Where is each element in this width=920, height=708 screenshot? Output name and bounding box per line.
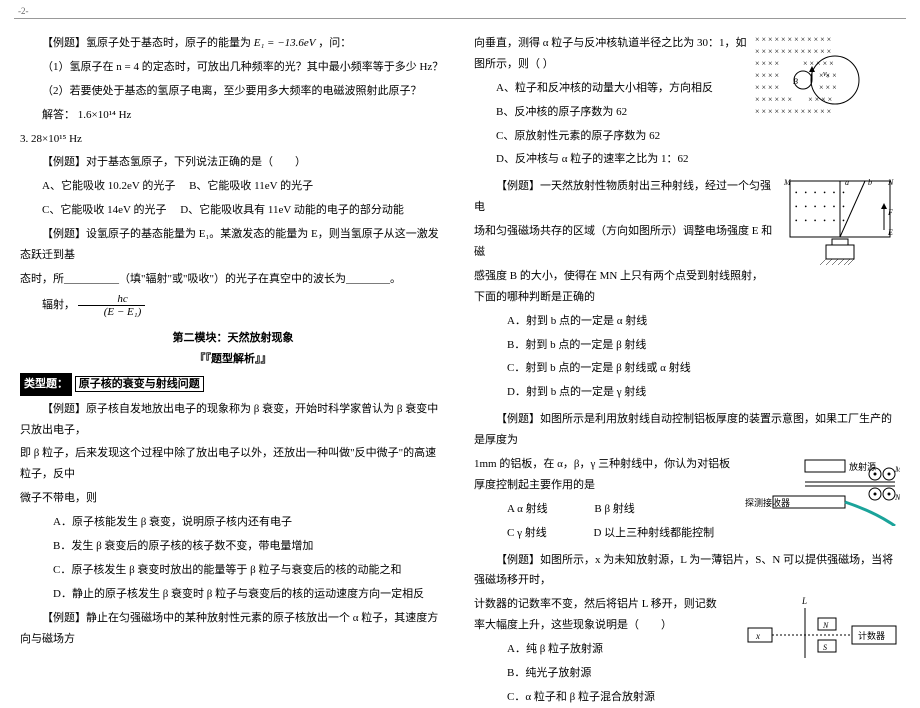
type-label: 类型题： bbox=[20, 373, 72, 396]
v0-label: v₀ bbox=[823, 69, 830, 78]
rayC: C γ 射线 bbox=[507, 527, 547, 539]
svg-text:N: N bbox=[822, 621, 829, 630]
decayA: A．原子核能发生 β 衰变，说明原子核内还有电子 bbox=[20, 512, 446, 533]
ex6a: 【例题】如图所示是利用放射线自动控制铝板厚度的装置示意图，如果工厂生产的是厚度为 bbox=[474, 409, 900, 451]
rayD: D 以上三种射线都能控制 bbox=[593, 527, 714, 539]
field-box-diagram: M N a b • • • • • • • • • • • • • • • • … bbox=[780, 175, 900, 270]
abC: C．射到 b 点的一定是 β 射线或 α 射线 bbox=[474, 358, 900, 379]
decayD: D．静止的原子核发生 β 衰变时 β 粒子与衰变后的核的运动速度方向一定相反 bbox=[20, 584, 446, 605]
ex3-ans-label: 辐射， bbox=[42, 299, 75, 311]
optAB: A、它能吸收 10.2eV 的光子 B、它能吸收 11eV 的光子 bbox=[20, 176, 446, 197]
svg-text:M: M bbox=[894, 465, 900, 474]
optCD: C、它能吸收 14eV 的光子 D、它能吸收具有 11eV 动能的电子的部分动能 bbox=[20, 200, 446, 221]
svg-text:× × × × × × × × × × × ×: × × × × × × × × × × × × bbox=[755, 107, 831, 116]
ex1-intro-text: 【例题】氢原子处于基态时，原子的能量为 bbox=[42, 37, 251, 49]
fraction: hc (E − E₁) bbox=[78, 293, 146, 318]
ans1: 1.6×10¹⁴ Hz bbox=[78, 109, 132, 121]
svg-text:× × × × × × × × × × × ×: × × × × × × × × × × × × bbox=[755, 35, 831, 44]
abD: D．射到 b 点的一定是 γ 射线 bbox=[474, 382, 900, 403]
srcC: C．α 粒子和 β 粒子混合放射源 bbox=[474, 687, 900, 708]
svg-text:x: x bbox=[755, 631, 760, 641]
right-column: × × × × × × × × × × × × × × × × × × × × … bbox=[474, 30, 900, 644]
rC: C、原放射性元素的原子序数为 62 bbox=[474, 126, 900, 147]
ex1-intro: 【例题】氢原子处于基态时，原子的能量为 E₁ = −13.6eV ，问： bbox=[20, 33, 446, 54]
src-label: 放射源 bbox=[849, 461, 876, 472]
ex3-answer: 辐射， hc (E − E₁) bbox=[20, 293, 446, 318]
circles-diagram: × × × × × × × × × × × × × × × × × × × × … bbox=[755, 32, 900, 122]
svg-text:N: N bbox=[887, 178, 894, 187]
svg-text:× × × × × × × × × × × ×: × × × × × × × × × × × × bbox=[755, 47, 831, 56]
type-row: 类型题： 原子核的衰变与射线问题 bbox=[20, 373, 446, 396]
ex7a: 【例题】如图所示，x 为未知放射源，L 为一薄铝片，S、N 可以提供强磁场，当将… bbox=[474, 550, 900, 592]
ex3b: 态时，所__________（填"辐射"或"吸收"）的光子在真空中的波长为___… bbox=[20, 269, 446, 290]
svg-text:• • • • • •: • • • • • • bbox=[795, 217, 845, 225]
svg-text:S: S bbox=[823, 643, 827, 652]
para1b: 即 β 粒子，后来发现这个过程中除了放出电子以外，还放出一种叫做"反中微子"的高… bbox=[20, 443, 446, 485]
svg-text:L: L bbox=[801, 596, 807, 606]
answer-line: 解答： 1.6×10¹⁴ Hz bbox=[20, 105, 446, 126]
big-circle-icon bbox=[811, 56, 859, 104]
frac-num: hc bbox=[78, 293, 146, 306]
decayB: B．发生 β 衰变后的原子核的核子数不变，带电量增加 bbox=[20, 536, 446, 557]
teal-curve-icon bbox=[845, 502, 895, 526]
module2-title: 第二模块：天然放射现象 bbox=[20, 328, 446, 349]
optD: D、它能吸收具有 11eV 动能的电子的部分动能 bbox=[180, 204, 404, 216]
rD: D、反冲核与 α 粒子的速率之比为 1：62 bbox=[474, 149, 900, 170]
svg-text:E: E bbox=[887, 228, 893, 237]
abB: B．射到 b 点的一定是 β 射线 bbox=[474, 335, 900, 356]
ex2: 【例题】对于基态氢原子，下列说法正确的是（ ） bbox=[20, 152, 446, 173]
q1: （1）氢原子在 n = 4 的定态时，可放出几种频率的光？其中最小频率等于多少 … bbox=[20, 57, 446, 78]
svg-text:a: a bbox=[845, 178, 849, 187]
frac-den: (E − E₁) bbox=[78, 306, 146, 318]
svg-text:F: F bbox=[887, 208, 893, 217]
roller-diagram: 放射源 探测接收器 M N bbox=[745, 456, 900, 526]
para1a: 【例题】原子核自发地放出电子的现象称为 β 衰变，开始时科学家曾认为 β 衰变中… bbox=[20, 399, 446, 441]
ex1-formula: E₁ = −13.6eV bbox=[254, 37, 316, 49]
optC: C、它能吸收 14eV 的光子 bbox=[42, 204, 166, 216]
rayB: B β 射线 bbox=[594, 503, 634, 515]
left-column: 【例题】氢原子处于基态时，原子的能量为 E₁ = −13.6eV ，问： （1）… bbox=[20, 30, 446, 644]
decayC: C．原子核发生 β 衰变时放出的能量等于 β 粒子与衰变后的核的动能之和 bbox=[20, 560, 446, 581]
abA: A．射到 b 点的一定是 α 射线 bbox=[474, 311, 900, 332]
svg-text:M: M bbox=[783, 178, 792, 187]
ans-label: 解答： bbox=[42, 109, 75, 121]
ex5c: 感强度 B 的大小，使得在 MN 上只有两个点受到射线照射，下面的哪种判断是正确… bbox=[474, 266, 900, 308]
svg-text:• • • • • •: • • • • • • bbox=[795, 189, 845, 197]
module2-sub: 『『题型解析』』 bbox=[20, 349, 446, 370]
svg-text:b: b bbox=[868, 178, 872, 187]
B-label: B bbox=[793, 77, 798, 86]
rayA: A α 射线 bbox=[507, 503, 548, 515]
detector-label: 探测接收器 bbox=[745, 497, 790, 508]
top-rule bbox=[14, 18, 906, 19]
content-area: 【例题】氢原子处于基态时，原子的能量为 E₁ = −13.6eV ，问： （1）… bbox=[20, 30, 900, 644]
type-box: 原子核的衰变与射线问题 bbox=[75, 376, 204, 392]
ex3a: 【例题】设氢原子的基态能量为 E₁。某激发态的能量为 E，则当氢原子从这一激发态… bbox=[20, 224, 446, 266]
svg-text:N: N bbox=[894, 493, 900, 502]
svg-text:• • • • • •: • • • • • • bbox=[795, 203, 845, 211]
counter-label: 计数器 bbox=[858, 630, 885, 641]
ex4: 【例题】静止在匀强磁场中的某种放射性元素的原子核放出一个 α 粒子，其速度方向与… bbox=[20, 608, 446, 650]
optA: A、它能吸收 10.2eV 的光子 bbox=[42, 180, 175, 192]
optB: B、它能吸收 11eV 的光子 bbox=[189, 180, 313, 192]
page-number: -2- bbox=[18, 6, 29, 16]
q2: （2）若要使处于基态的氢原子电离，至少要用多大频率的电磁波照射此原子？ bbox=[20, 81, 446, 102]
ans2: 3. 28×10¹⁵ Hz bbox=[20, 129, 446, 150]
para1c: 微子不带电，则 bbox=[20, 488, 446, 509]
ex1-tail: ，问： bbox=[318, 37, 351, 49]
counter-diagram: L N S x 计数器 bbox=[730, 596, 900, 674]
